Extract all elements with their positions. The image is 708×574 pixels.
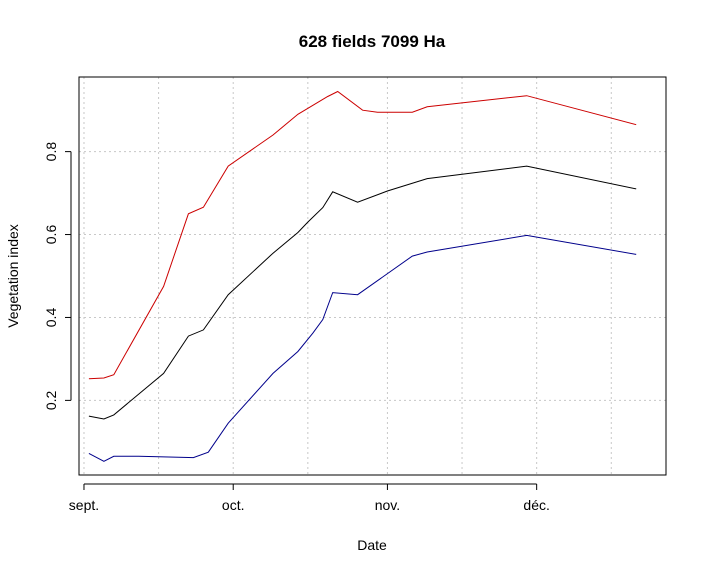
y-tick-label: 0.8 (43, 142, 59, 162)
y-tick-label: 0.6 (43, 225, 59, 245)
x-axis: sept. oct. nov. déc. (69, 483, 550, 513)
series-line-2 (88, 165, 637, 420)
y-tick-label: 0.2 (43, 390, 59, 410)
x-tick-label: déc. (523, 497, 549, 513)
series-lines (88, 90, 637, 462)
x-tick-label: sept. (69, 497, 99, 513)
y-tick-label: 0.4 (43, 308, 59, 328)
x-tick-label: oct. (222, 497, 245, 513)
y-axis: 0.2 0.4 0.6 0.8 (43, 142, 72, 410)
plot-area-border (78, 76, 667, 476)
series-line-1 (88, 90, 637, 380)
grid-lines (79, 77, 666, 475)
y-axis-label: Vegetation index (5, 224, 21, 328)
x-tick-label: nov. (375, 497, 400, 513)
chart-title: 628 fields 7099 Ha (299, 32, 446, 51)
series-line-3 (88, 234, 637, 462)
x-axis-label: Date (357, 537, 387, 553)
